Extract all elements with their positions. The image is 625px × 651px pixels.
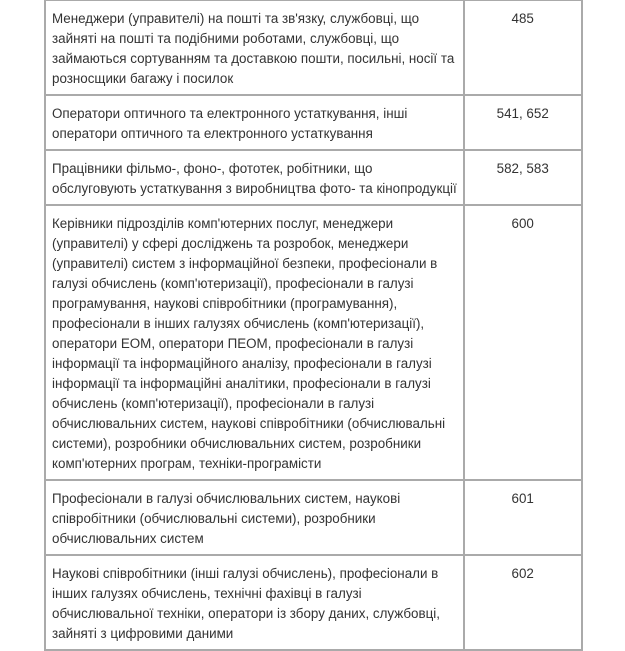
table-row: Працівники фільмо-, фоно-, фототек, робі…	[44, 149, 583, 206]
table-row: Оператори оптичного та електронного уста…	[44, 94, 583, 151]
code-cell: 541, 652	[462, 94, 583, 151]
description-line: зайняті на пошті та подібними роботами, …	[52, 31, 400, 46]
profession-description-cell: Професіонали в галузі обчислювальних сис…	[44, 479, 465, 556]
description-line: професіонали в інших галузях обчислень (…	[52, 316, 425, 331]
table-row: Менеджери (управителі) на пошті та зв'яз…	[44, 0, 583, 96]
description-line: Керівники підрозділів комп'ютерних послу…	[52, 216, 394, 231]
code-cell: 601	[462, 479, 583, 556]
table-row: Наукові співробітники (інші галузі обчис…	[44, 554, 583, 651]
description-line: галузі обчислень (комп'ютеризації), проф…	[52, 276, 414, 291]
description-line: Професіонали в галузі обчислювальних сис…	[52, 491, 401, 506]
table-row: Керівники підрозділів комп'ютерних послу…	[44, 204, 583, 481]
description-line: зайняті з цифровими даними	[52, 626, 234, 641]
description-line: розносщики багажу і посилок	[52, 71, 234, 86]
profession-description-cell: Керівники підрозділів комп'ютерних послу…	[44, 204, 465, 481]
description-line: системи), розробники обчислювальних сист…	[52, 436, 422, 451]
description-line: співробітники (обчислювальні системи), р…	[52, 511, 376, 526]
description-line: обчислень (комп'ютеризації), професіонал…	[52, 396, 375, 411]
description-line: оператори ЕОМ, оператори ПЕОМ, професіон…	[52, 336, 414, 351]
code-cell: 485	[462, 0, 583, 96]
code-cell: 602	[462, 554, 583, 651]
description-line: обчислювальної техніки, оператори із збо…	[52, 606, 440, 621]
description-line: (управителі) у сфері досліджень та розро…	[52, 236, 409, 251]
profession-description-cell: Наукові співробітники (інші галузі обчис…	[44, 554, 465, 651]
description-line: Оператори оптичного та електронного уста…	[52, 106, 408, 121]
profession-description-cell: Оператори оптичного та електронного уста…	[44, 94, 465, 151]
description-line: обчислювальних систем, наукові співробіт…	[52, 416, 446, 431]
description-line: Наукові співробітники (інші галузі обчис…	[52, 566, 439, 581]
description-line: (управителі) систем з інформаційної безп…	[52, 256, 438, 271]
description-line: оператори оптичного та електронного уста…	[52, 126, 373, 141]
code-cell: 582, 583	[462, 149, 583, 206]
description-line: інформації та інформаційного аналізу, пр…	[52, 356, 432, 371]
description-line: комп'ютерних програм, техніки-програміст…	[52, 456, 322, 471]
profession-description-cell: Менеджери (управителі) на пошті та зв'яз…	[44, 0, 465, 96]
table-row: Професіонали в галузі обчислювальних сис…	[44, 479, 583, 556]
profession-description-cell: Працівники фільмо-, фоно-, фототек, робі…	[44, 149, 465, 206]
description-line: займаються сортуванням та доставкою пошт…	[52, 51, 455, 66]
description-line: Менеджери (управителі) на пошті та зв'яз…	[52, 11, 420, 26]
profession-code-table: Менеджери (управителі) на пошті та зв'яз…	[44, 0, 583, 651]
description-line: обчислювальних систем	[52, 531, 204, 546]
description-line: інформації та інформаційні аналітики, пр…	[52, 376, 431, 391]
description-line: інших галузях обчислень, технічні фахівц…	[52, 586, 362, 601]
description-line: Працівники фільмо-, фоно-, фототек, робі…	[52, 161, 373, 176]
code-cell: 600	[462, 204, 583, 481]
description-line: обслуговують устаткування з виробництва …	[52, 181, 457, 196]
description-line: програмування, наукові співробітники (пр…	[52, 296, 398, 311]
